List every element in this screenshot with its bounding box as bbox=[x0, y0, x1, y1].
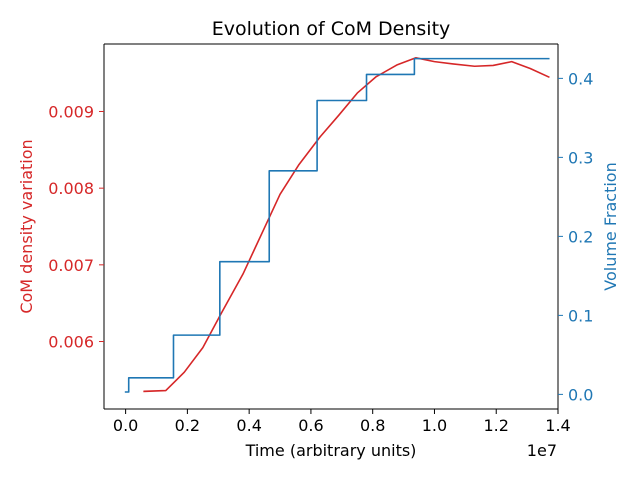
y-left-axis-title: CoM density variation bbox=[17, 139, 36, 313]
x-axis-title: Time (arbitrary units) bbox=[245, 441, 417, 460]
chart-title: Evolution of CoM Density bbox=[212, 18, 451, 40]
x-tick-label: 0.0 bbox=[113, 416, 138, 435]
x-tick-label: 0.4 bbox=[236, 416, 261, 435]
axes: 0.0 0.2 0.4 0.6 0.8 1.0 1.2 1.4 0.006 0.007 0.008 0… bbox=[48, 43, 593, 435]
y-left-tick-label: 0.007 bbox=[48, 256, 94, 275]
x-tick-label: 1.0 bbox=[422, 416, 447, 435]
y-right-tick-label: 0.3 bbox=[568, 148, 593, 167]
y-left-tick-label: 0.009 bbox=[48, 102, 94, 121]
x-tick-label: 1.4 bbox=[545, 416, 570, 435]
volume-fraction-series-line bbox=[124, 57, 550, 393]
x-tick-label: 1.2 bbox=[484, 416, 509, 435]
com-density-series-line bbox=[143, 56, 550, 393]
y-right-tick-label: 0.1 bbox=[568, 306, 593, 325]
plot-area bbox=[124, 56, 550, 393]
y-right-tick-label: 0.2 bbox=[568, 227, 593, 246]
x-offset-label: 1e7 bbox=[527, 441, 557, 460]
x-tick-label: 0.2 bbox=[175, 416, 200, 435]
x-tick-label: 0.6 bbox=[298, 416, 323, 435]
y-left-tick-label: 0.006 bbox=[48, 333, 94, 352]
y-right-tick-label: 0.0 bbox=[568, 385, 593, 404]
y-left-tick-label: 0.008 bbox=[48, 179, 94, 198]
x-tick-label: 0.8 bbox=[360, 416, 385, 435]
y-right-tick-label: 0.4 bbox=[568, 69, 593, 88]
y-right-axis-title: Volume Fraction bbox=[601, 162, 620, 290]
